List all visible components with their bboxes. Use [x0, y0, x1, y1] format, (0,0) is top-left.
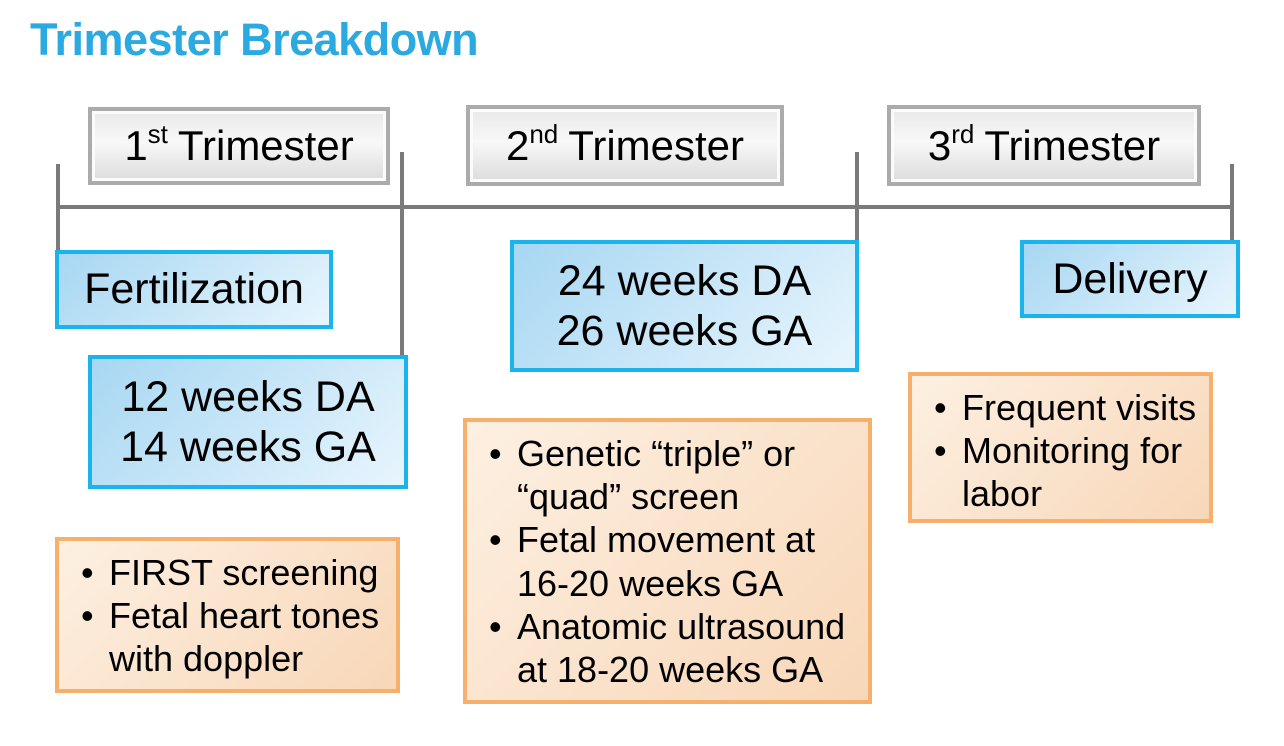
weeks-line: 12 weeks DA	[121, 372, 375, 421]
weeks-line: 26 weeks GA	[556, 307, 813, 355]
first-trimester-notes-box: FIRST screening Fetal heart tones with d…	[55, 537, 400, 693]
trimester-3-number: 3	[927, 121, 952, 169]
third-trimester-notes-list: Frequent visits Monitoring for labor	[928, 386, 1201, 516]
note-bullet: FIRST screening	[75, 551, 388, 594]
timeline-tick-end	[1230, 164, 1234, 241]
weeks-line: 14 weeks GA	[120, 423, 376, 471]
trimester-2-box: 2nd Trimester	[466, 105, 784, 186]
trimester-3-label: 3rd Trimester	[927, 118, 1161, 170]
note-bullet: Anatomic ultrasound at 18-20 weeks GA	[483, 605, 860, 691]
trimester-2-word: Trimester	[568, 121, 745, 169]
timeline-tick-second-third	[855, 152, 859, 240]
trimester-1-number: 1	[124, 122, 148, 169]
trimester-2-ordinal: nd	[529, 118, 559, 149]
fertilization-label: Fertilization	[84, 265, 304, 314]
timeline-axis	[56, 205, 1234, 209]
note-bullet: Frequent visits	[928, 386, 1201, 429]
delivery-label: Delivery	[1052, 254, 1208, 303]
second-trimester-end-box: 24 weeks DA 26 weeks GA	[510, 240, 859, 372]
trimester-3-ordinal: rd	[951, 118, 975, 149]
first-trimester-notes-list: FIRST screening Fetal heart tones with d…	[75, 551, 388, 681]
delivery-box: Delivery	[1020, 240, 1240, 318]
second-trimester-notes-box: Genetic “triple” or “quad” screen Fetal …	[463, 418, 872, 704]
note-bullet: Genetic “triple” or “quad” screen	[483, 432, 860, 518]
trimester-1-label: 1st Trimester	[124, 119, 354, 170]
timeline-tick-first-second	[400, 152, 404, 360]
trimester-2-label: 2nd Trimester	[505, 118, 745, 170]
note-bullet: Fetal movement at 16-20 weeks GA	[483, 518, 860, 604]
note-bullet: Monitoring for labor	[928, 429, 1201, 515]
trimester-3-word: Trimester	[984, 121, 1161, 169]
weeks-line: 24 weeks DA	[557, 256, 812, 305]
trimester-3-box: 3rd Trimester	[887, 105, 1201, 186]
page-title: Trimester Breakdown	[30, 14, 479, 65]
trimester-1-box: 1st Trimester	[88, 107, 390, 185]
third-trimester-notes-box: Frequent visits Monitoring for labor	[908, 372, 1213, 523]
fertilization-box: Fertilization	[55, 250, 333, 329]
timeline-tick-start	[56, 164, 60, 250]
trimester-2-number: 2	[505, 121, 530, 169]
second-trimester-notes-list: Genetic “triple” or “quad” screen Fetal …	[483, 432, 860, 691]
first-trimester-end-box: 12 weeks DA 14 weeks GA	[88, 355, 408, 489]
note-bullet: Fetal heart tones with doppler	[75, 594, 388, 680]
trimester-1-ordinal: st	[147, 119, 168, 149]
trimester-1-word: Trimester	[177, 122, 354, 169]
